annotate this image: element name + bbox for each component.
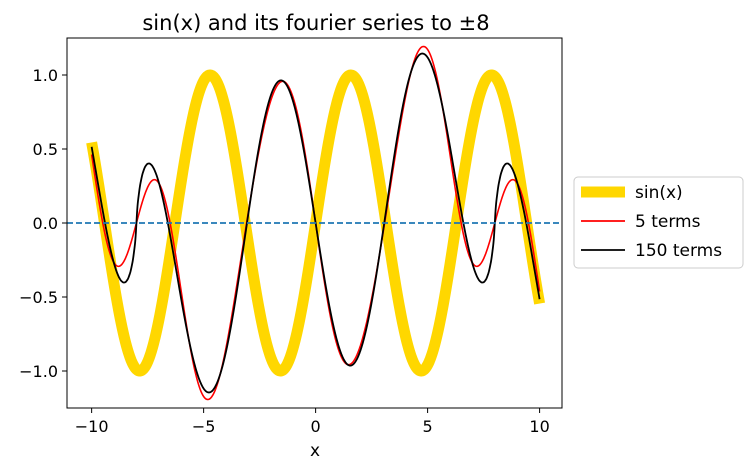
legend-frame [573, 176, 744, 269]
legend-label-2: 150 terms [635, 241, 722, 261]
x-tick-label: −10 [75, 417, 109, 436]
y-axis: −1.0 −0.5 0.0 0.5 1.0 [19, 66, 67, 381]
series-layer [67, 45, 562, 401]
y-tick-label: −1.0 [19, 362, 58, 381]
x-tick-label: 5 [423, 417, 433, 436]
legend: sin(x) 5 terms 150 terms [573, 176, 744, 269]
x-tick-label: −5 [192, 417, 216, 436]
legend-items: sin(x) 5 terms 150 terms [581, 183, 722, 261]
y-tick-label: 1.0 [33, 66, 58, 85]
y-tick-label: 0.5 [33, 140, 58, 159]
legend-label-0: sin(x) [635, 183, 683, 203]
chart-title: sin(x) and its fourier series to ±8 [142, 11, 489, 35]
x-axis-label: x [310, 441, 320, 461]
x-tick-label: 0 [311, 417, 321, 436]
x-axis: −10 −5 0 5 10 [75, 408, 550, 436]
legend-label-1: 5 terms [635, 212, 701, 232]
plot-area [66, 37, 563, 409]
y-tick-label: 0.0 [33, 214, 58, 233]
x-tick-label: 10 [529, 417, 549, 436]
y-tick-label: −0.5 [19, 288, 58, 307]
